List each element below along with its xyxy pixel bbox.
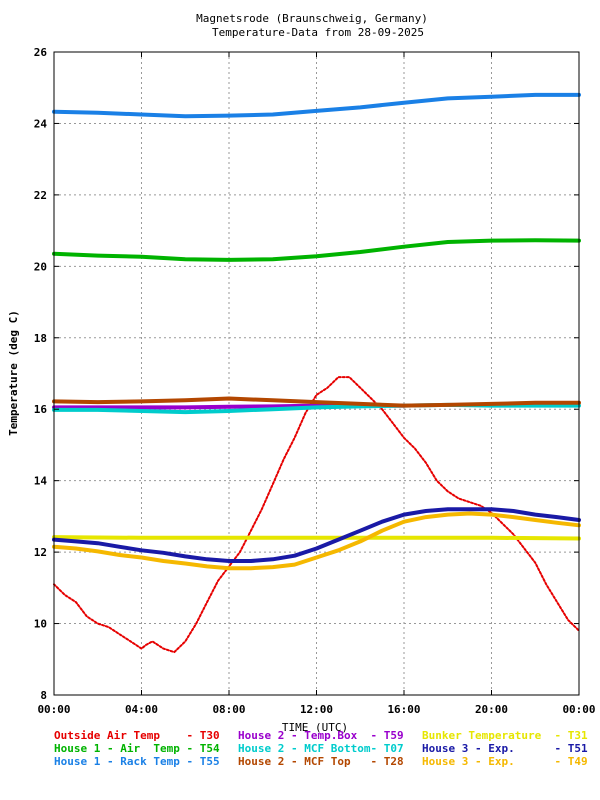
series-line	[52, 396, 581, 408]
legend-entry: House 3 - Exp. - T49	[422, 755, 588, 768]
y-tick-label: 16	[34, 403, 48, 416]
y-tick-label: 22	[34, 189, 47, 202]
legend: Outside Air Temp - T30 House 2 - Temp.Box…	[54, 729, 588, 768]
series-line	[52, 535, 581, 541]
y-tick-label: 20	[34, 260, 47, 273]
data-series	[52, 92, 581, 654]
x-tick-label: 16:00	[387, 703, 420, 716]
grid	[54, 52, 579, 695]
legend-entry: House 2 - MCF Top - T28	[238, 755, 404, 768]
y-tick-label: 24	[34, 117, 48, 130]
x-tick-label: 08:00	[212, 703, 245, 716]
legend-entry: House 2 - MCF Bottom- T07	[238, 742, 404, 755]
x-tick-label: 00:00	[37, 703, 70, 716]
legend-entry: House 2 - Temp.Box - T59	[238, 729, 404, 742]
y-tick-label: 12	[34, 546, 47, 559]
series-line	[52, 511, 581, 571]
y-tick-label: 26	[34, 46, 48, 59]
y-axis-label: Temperature (deg C)	[7, 310, 20, 436]
series-line	[52, 92, 581, 119]
x-tick-label: 04:00	[125, 703, 158, 716]
series-line	[52, 238, 581, 262]
y-tick-label: 14	[34, 475, 48, 488]
chart-subtitle: Temperature-Data from 28-09-2025	[212, 26, 424, 39]
y-tick-label: 8	[40, 689, 47, 702]
legend-entry: House 3 - Exp. - T51	[422, 742, 588, 755]
x-tick-label: 20:00	[475, 703, 508, 716]
legend-entry: House 1 - Rack Temp - T55	[54, 755, 220, 768]
x-axis-label: TIME (UTC)	[282, 721, 348, 734]
x-tick-label: 00:00	[562, 703, 595, 716]
series-line	[52, 507, 581, 563]
axis-ticks: 00:00 04:00 08:00 12:00 16:00 20:00 00:0081012…	[34, 46, 596, 716]
legend-entry: Bunker Temperature - T31	[422, 729, 588, 742]
legend-entry: House 1 - Air Temp - T54	[54, 742, 220, 755]
legend-entry: Outside Air Temp - T30	[54, 729, 220, 742]
y-tick-label: 10	[34, 618, 47, 631]
chart-title: Magnetsrode (Braunschweig, Germany)	[196, 12, 428, 25]
y-tick-label: 18	[34, 332, 47, 345]
x-tick-label: 12:00	[300, 703, 333, 716]
